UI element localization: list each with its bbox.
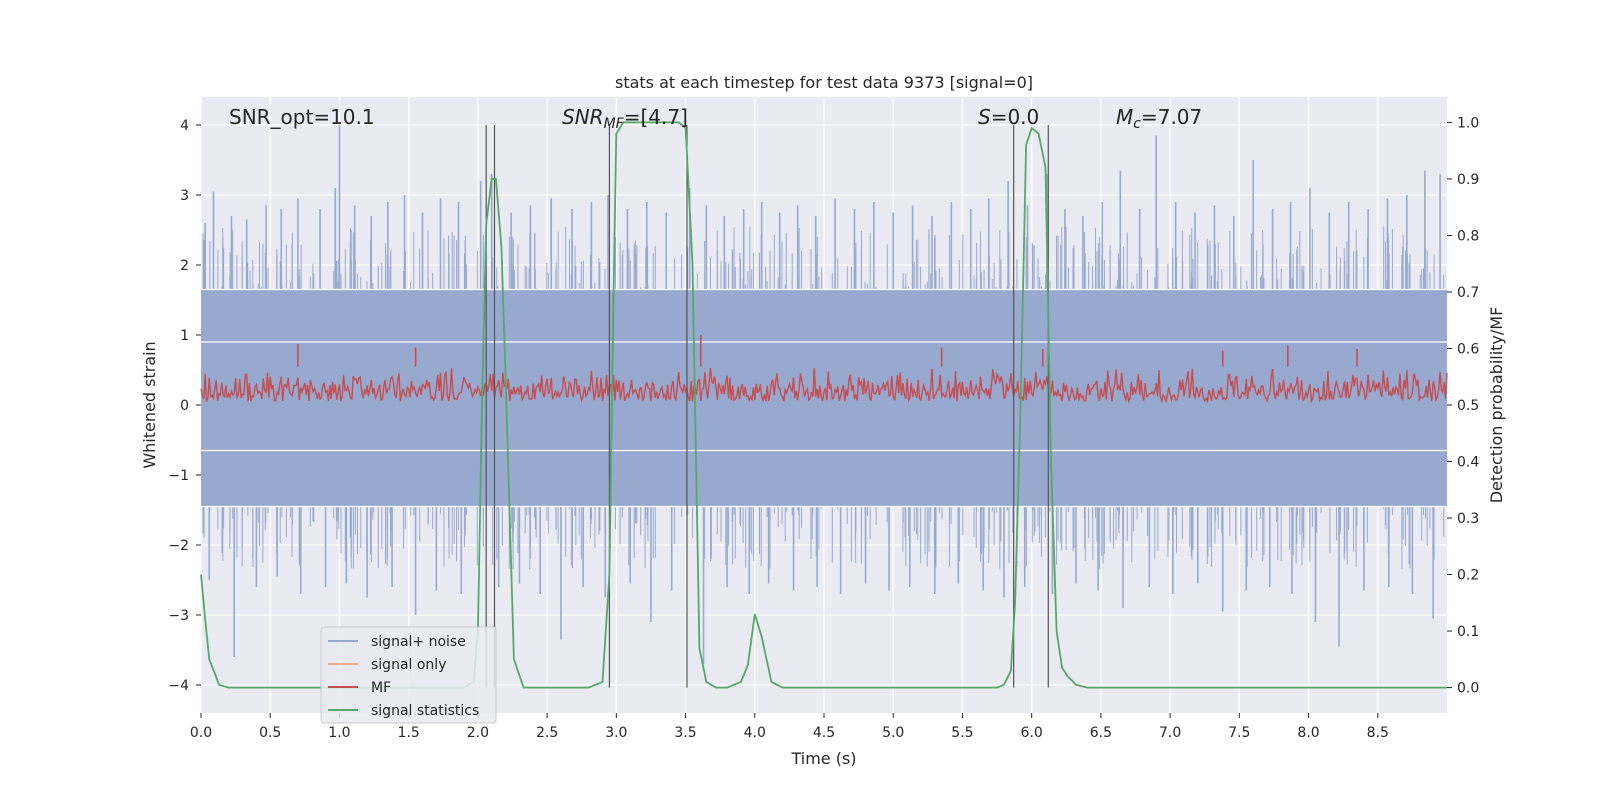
x-tick-label: 4.5 — [813, 725, 835, 741]
y-right-tick-label: 0.7 — [1457, 285, 1479, 301]
x-tick-label: 0.5 — [259, 725, 281, 741]
x-tick-label: 4.0 — [744, 725, 766, 741]
annotation-s: S=0.0 — [978, 105, 1039, 129]
x-tick-label: 1.5 — [398, 725, 420, 741]
annotation-s-symbol: S — [978, 105, 991, 129]
y-right-tick-label: 0.9 — [1457, 172, 1479, 188]
x-axis-label: Time (s) — [790, 749, 856, 768]
x-tick-label: 6.0 — [1021, 725, 1043, 741]
x-tick-label: 1.0 — [328, 725, 350, 741]
annotation-snr-mf-value: =[4.7] — [624, 105, 688, 129]
y-right-tick-label: 0.3 — [1457, 511, 1479, 527]
y-right-tick-label: 0.1 — [1457, 624, 1479, 640]
y-right-tick-label: 0.4 — [1457, 455, 1479, 471]
y-left-tick-label: −2 — [168, 538, 189, 554]
x-tick-label: 3.5 — [674, 725, 696, 741]
x-tick-label: 2.0 — [467, 725, 489, 741]
annotation-snr-mf-symbol: SNR — [562, 105, 604, 129]
y-right-tick-label: 0.0 — [1457, 681, 1479, 697]
legend-box — [320, 626, 497, 724]
x-tick-label: 5.0 — [882, 725, 904, 741]
y-right-tick-label: 0.5 — [1457, 398, 1479, 414]
y-right-axis-ticks: 1.0 0.9 0.8 0.7 0.6 0.5 0.4 0.3 0.2 0.1 0.0 — [1447, 115, 1479, 697]
x-tick-label: 8.0 — [1297, 725, 1319, 741]
y-left-axis-label: Whitened strain — [140, 341, 159, 468]
mf-line — [200, 367, 1448, 404]
x-axis-ticks: 0.0 0.5 1.0 1.5 2.0 2.5 3.0 3.5 4.0 4.5 5.0 5.5 6.0 6… — [190, 713, 1389, 741]
y-left-tick-label: 1 — [180, 328, 189, 344]
annotation-mc-subscript: c — [1133, 116, 1141, 132]
annotation-snr-mf-subscript: MF — [604, 116, 625, 132]
vertical-markers — [485, 125, 1049, 688]
y-right-tick-label: 0.8 — [1457, 228, 1479, 244]
annotation-mc-symbol: M — [1116, 105, 1133, 129]
annotation-s-value: =0.0 — [991, 105, 1040, 129]
y-right-tick-label: 0.2 — [1457, 568, 1479, 584]
y-left-tick-label: 4 — [180, 118, 189, 134]
y-right-tick-label: 0.6 — [1457, 341, 1479, 357]
x-tick-label: 2.5 — [536, 725, 558, 741]
legend: signal+ noise signal only MF signal stat… — [320, 626, 497, 724]
annotation-snr-mf: SNRMF=[4.7] — [562, 105, 688, 132]
x-tick-label: 6.5 — [1090, 725, 1112, 741]
x-tick-label: 3.0 — [605, 725, 627, 741]
x-tick-label: 0.0 — [190, 725, 212, 741]
annotation-mc: Mc=7.07 — [1116, 105, 1202, 132]
annotation-mc-value: =7.07 — [1141, 105, 1202, 129]
legend-label-signal-noise: signal+ noise — [371, 634, 466, 650]
y-left-axis-ticks: 4 3 2 1 0 −1 −2 −3 −4 — [168, 118, 201, 694]
legend-label-mf: MF — [371, 680, 391, 696]
y-left-tick-label: 3 — [180, 188, 189, 204]
annotation-snr-opt: SNR_opt=10.1 — [229, 105, 375, 129]
y-left-tick-label: −4 — [168, 678, 189, 694]
y-left-tick-label: 2 — [180, 258, 189, 274]
x-tick-label: 7.0 — [1159, 725, 1181, 741]
y-left-tick-label: −3 — [168, 608, 189, 624]
y-right-tick-label: 1.0 — [1457, 115, 1479, 131]
y-left-tick-label: −1 — [168, 468, 189, 484]
y-left-tick-label: 0 — [180, 398, 189, 414]
y-right-axis-label: Detection probability/MF — [1487, 307, 1506, 504]
legend-label-signal-statistics: signal statistics — [371, 703, 479, 719]
x-tick-label: 8.5 — [1367, 725, 1389, 741]
legend-label-signal-only: signal only — [371, 657, 446, 673]
x-tick-label: 5.5 — [951, 725, 973, 741]
chart-title: stats at each timestep for test data 937… — [615, 73, 1033, 92]
x-tick-label: 7.5 — [1228, 725, 1250, 741]
mf-series — [200, 335, 1448, 404]
